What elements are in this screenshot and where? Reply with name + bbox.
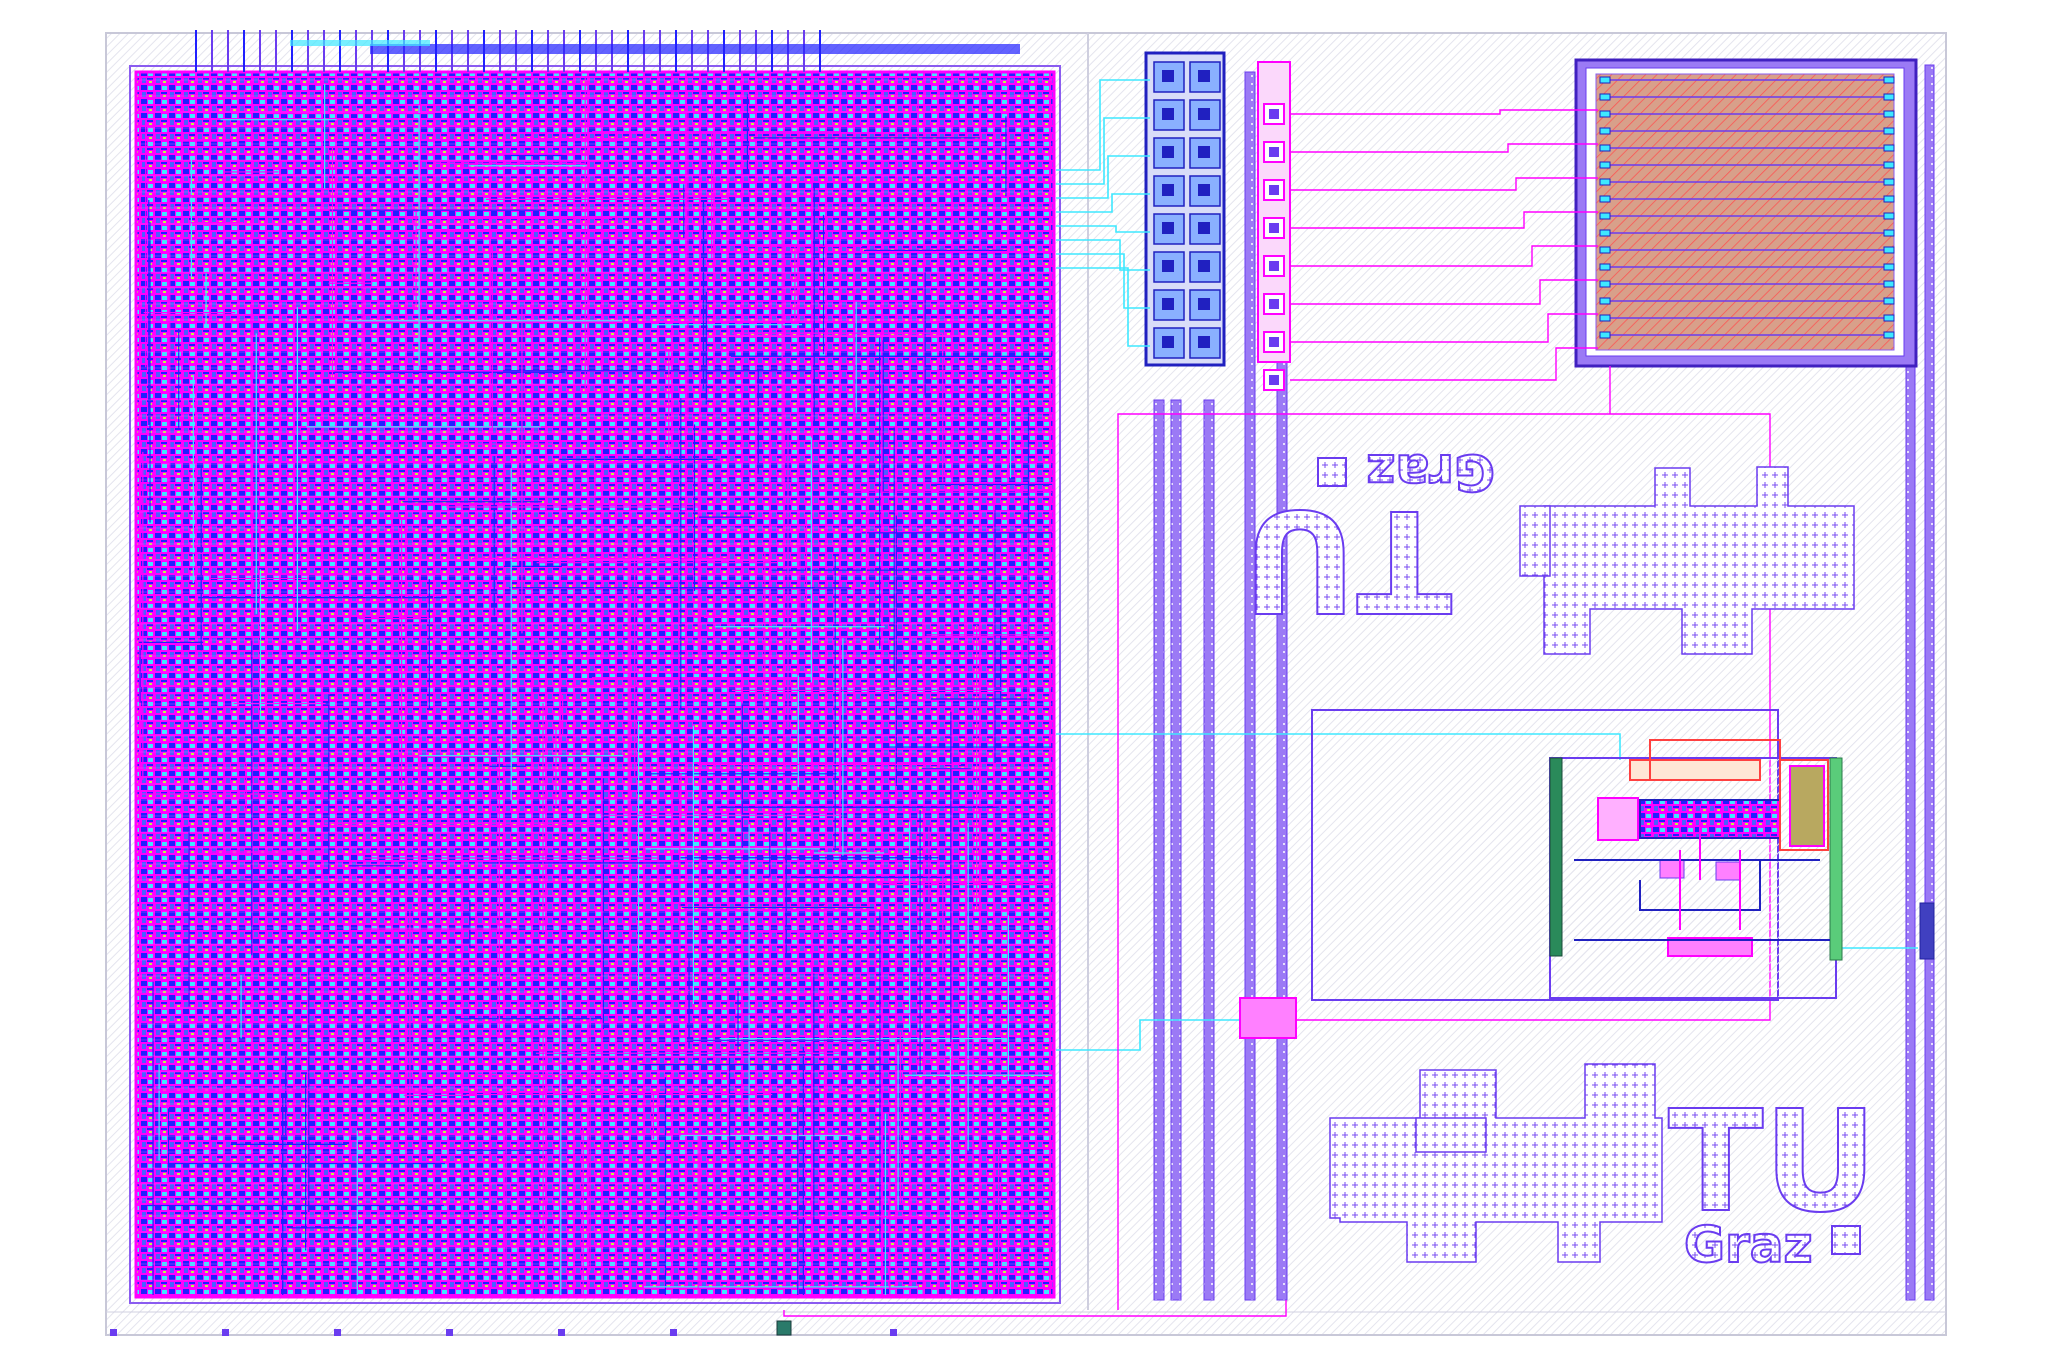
logo-top-graz: Graz <box>1366 443 1495 501</box>
bond-pad-icon <box>110 1329 117 1336</box>
top-pin-ladder <box>195 30 1020 72</box>
bond-pad-icon <box>890 1329 897 1336</box>
tugraz-logo-icon <box>1519 466 1855 655</box>
bond-pad-icon <box>446 1329 453 1336</box>
analog-block <box>1311 709 1843 1001</box>
bond-pad-icon <box>558 1329 565 1336</box>
tap-column <box>1257 61 1291 391</box>
logo-bottom-graz: Graz <box>1684 1216 1813 1274</box>
tugraz-logo-top: TU Graz <box>1242 442 1855 655</box>
bond-pad-icon <box>222 1329 229 1336</box>
bottom-pad-row <box>106 1311 1946 1336</box>
vertical-power-rails <box>1153 64 1935 1301</box>
switch-cell-column <box>1144 51 1226 367</box>
filler-cell <box>1239 997 1297 1039</box>
core-routing-overlay <box>138 77 1052 1295</box>
signal-routing <box>783 79 1918 1317</box>
logo-top-tu: TU <box>1243 478 1452 641</box>
logo-bottom-tu: TU <box>1668 1081 1877 1244</box>
bond-pad-icon <box>776 1320 792 1336</box>
bond-pad-icon <box>334 1329 341 1336</box>
logo-bottom-square-icon <box>1831 1225 1861 1255</box>
tugraz-logo-bottom: TU Graz <box>1329 1063 1878 1275</box>
capacitor-array <box>1574 58 1918 368</box>
logo-top-square-icon <box>1317 457 1347 487</box>
digital-core <box>129 65 1061 1304</box>
bond-pad-icon <box>670 1329 677 1336</box>
tugraz-logo-icon <box>1329 1063 1663 1263</box>
